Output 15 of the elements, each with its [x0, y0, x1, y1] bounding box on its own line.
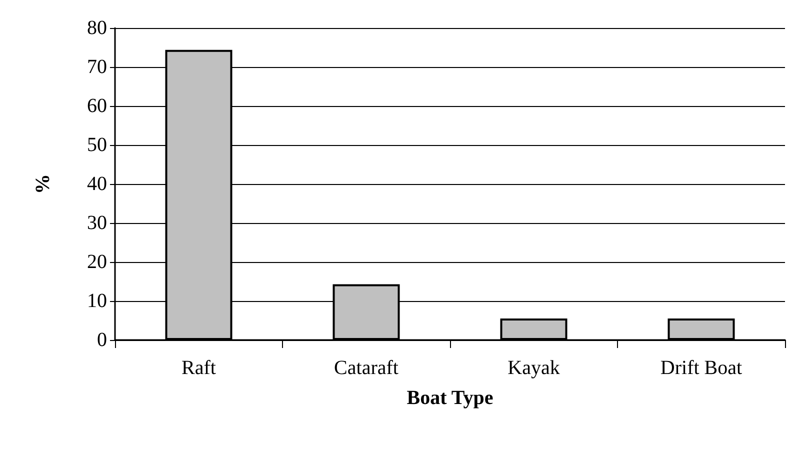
- x-axis-title: Boat Type: [406, 387, 494, 409]
- x-tick-label: Drift Boat: [660, 357, 743, 379]
- y-tick-label: 0: [97, 329, 107, 351]
- y-tick-label: 20: [87, 251, 107, 273]
- y-axis-title: %: [32, 174, 54, 194]
- y-tick-label: 70: [87, 56, 107, 78]
- x-tick-label: Cataraft: [334, 357, 399, 379]
- x-tick-label: Raft: [182, 357, 216, 379]
- y-tick-label: 40: [87, 173, 107, 195]
- y-tick-label: 30: [87, 212, 107, 234]
- x-tick-label: Kayak: [508, 357, 560, 379]
- y-tick-label: 50: [87, 134, 107, 156]
- y-tick-label: 10: [87, 290, 107, 312]
- y-tick-label: 80: [87, 17, 107, 39]
- y-tick-label: 60: [87, 95, 107, 117]
